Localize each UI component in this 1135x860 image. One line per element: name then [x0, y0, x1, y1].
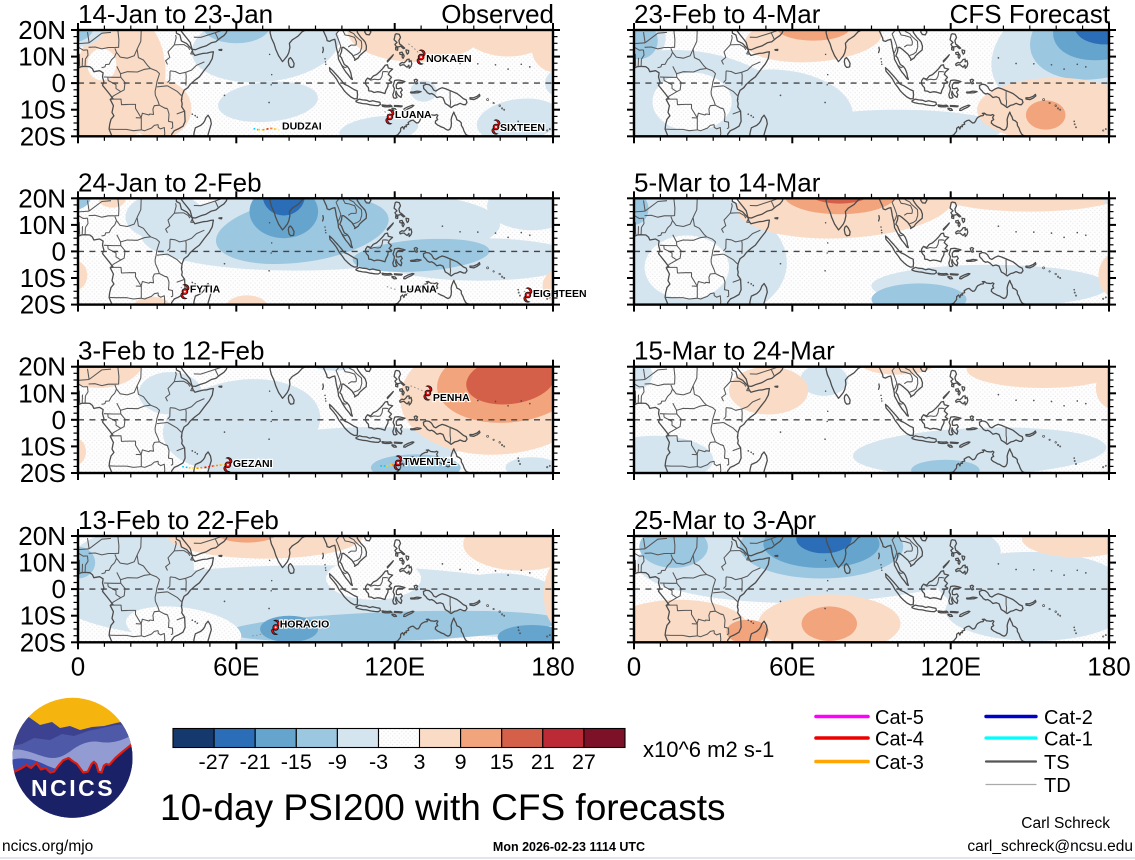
- svg-text:10-day PSI200 with CFS forecas: 10-day PSI200 with CFS forecasts: [160, 787, 726, 828]
- svg-text:25-Mar to 3-Apr: 25-Mar to 3-Apr: [634, 505, 816, 535]
- svg-text:PENHA: PENHA: [433, 392, 470, 404]
- svg-text:120E: 120E: [364, 651, 425, 681]
- svg-text:10N: 10N: [18, 378, 66, 408]
- svg-text:20N: 20N: [18, 183, 66, 213]
- svg-text:Cat-5: Cat-5: [875, 707, 924, 729]
- svg-text:Cat-1: Cat-1: [1044, 729, 1093, 751]
- svg-text:10N: 10N: [18, 548, 66, 578]
- svg-text:23-Feb to 4-Mar: 23-Feb to 4-Mar: [634, 0, 821, 29]
- svg-text:21: 21: [531, 750, 555, 774]
- svg-text:20S: 20S: [20, 121, 66, 151]
- svg-text:TWENTY-L: TWENTY-L: [403, 456, 457, 468]
- svg-text:14-Jan to 23-Jan: 14-Jan to 23-Jan: [78, 0, 273, 29]
- svg-text:FYTIA: FYTIA: [190, 284, 221, 296]
- svg-text:20S: 20S: [20, 627, 66, 657]
- svg-text:GEZANI: GEZANI: [233, 458, 273, 470]
- svg-text:27: 27: [572, 750, 596, 774]
- svg-text:NCICS: NCICS: [31, 775, 115, 801]
- svg-text:15-Mar to 24-Mar: 15-Mar to 24-Mar: [634, 336, 835, 366]
- svg-text:-21: -21: [240, 750, 271, 774]
- svg-text:Mon 2026-02-23 1114 UTC: Mon 2026-02-23 1114 UTC: [493, 840, 645, 854]
- svg-text:DUDZAI: DUDZAI: [282, 120, 322, 132]
- svg-text:10N: 10N: [18, 42, 66, 72]
- svg-text:TS: TS: [1044, 752, 1070, 774]
- svg-text:10S: 10S: [20, 263, 66, 293]
- svg-text:ncics.org/mjo: ncics.org/mjo: [2, 838, 93, 855]
- svg-text:3: 3: [414, 750, 426, 774]
- svg-text:0: 0: [52, 405, 66, 435]
- svg-text:120E: 120E: [920, 651, 981, 681]
- svg-text:9: 9: [455, 750, 467, 774]
- svg-text:-9: -9: [328, 750, 347, 774]
- svg-text:HORACIO: HORACIO: [280, 618, 330, 630]
- svg-text:0: 0: [52, 574, 66, 604]
- svg-text:-15: -15: [281, 750, 312, 774]
- svg-text:60E: 60E: [213, 651, 259, 681]
- svg-text:60E: 60E: [769, 651, 815, 681]
- svg-text:LUANA: LUANA: [395, 109, 432, 121]
- svg-text:20N: 20N: [18, 352, 66, 382]
- svg-text:NOKAEN: NOKAEN: [426, 53, 472, 65]
- svg-text:20N: 20N: [18, 15, 66, 45]
- svg-text:0: 0: [52, 236, 66, 266]
- svg-text:10S: 10S: [20, 431, 66, 461]
- svg-text:SIXTEEN: SIXTEEN: [500, 122, 545, 134]
- svg-text:3-Feb to 12-Feb: 3-Feb to 12-Feb: [78, 336, 264, 366]
- svg-text:0: 0: [52, 68, 66, 98]
- svg-text:15: 15: [490, 750, 514, 774]
- svg-text:24-Jan to 2-Feb: 24-Jan to 2-Feb: [78, 167, 262, 197]
- svg-text:x10^6 m2 s-1: x10^6 m2 s-1: [643, 737, 774, 762]
- svg-text:-3: -3: [369, 750, 388, 774]
- svg-text:LUANA: LUANA: [400, 284, 437, 296]
- svg-text:Cat-3: Cat-3: [875, 752, 924, 774]
- svg-text:10N: 10N: [18, 210, 66, 240]
- svg-text:0: 0: [627, 651, 641, 681]
- svg-text:10S: 10S: [20, 601, 66, 631]
- svg-text:EIGHTEEN: EIGHTEEN: [533, 288, 587, 300]
- svg-text:Cat-2: Cat-2: [1044, 707, 1093, 729]
- svg-text:-27: -27: [199, 750, 230, 774]
- svg-text:TD: TD: [1044, 775, 1071, 797]
- svg-text:20N: 20N: [18, 521, 66, 551]
- svg-text:20S: 20S: [20, 458, 66, 488]
- svg-text:13-Feb to 22-Feb: 13-Feb to 22-Feb: [78, 505, 279, 535]
- svg-text:Observed: Observed: [441, 0, 554, 29]
- svg-text:0: 0: [71, 651, 85, 681]
- svg-text:5-Mar to 14-Mar: 5-Mar to 14-Mar: [634, 167, 821, 197]
- svg-text:Carl Schreck: Carl Schreck: [1021, 815, 1110, 832]
- svg-text:10S: 10S: [20, 95, 66, 125]
- svg-text:CFS Forecast: CFS Forecast: [950, 0, 1111, 29]
- svg-text:20S: 20S: [20, 290, 66, 320]
- svg-text:180: 180: [1087, 651, 1130, 681]
- svg-text:Cat-4: Cat-4: [875, 729, 924, 751]
- svg-text:180: 180: [531, 651, 574, 681]
- svg-text:carl_schreck@ncsu.edu: carl_schreck@ncsu.edu: [967, 838, 1133, 855]
